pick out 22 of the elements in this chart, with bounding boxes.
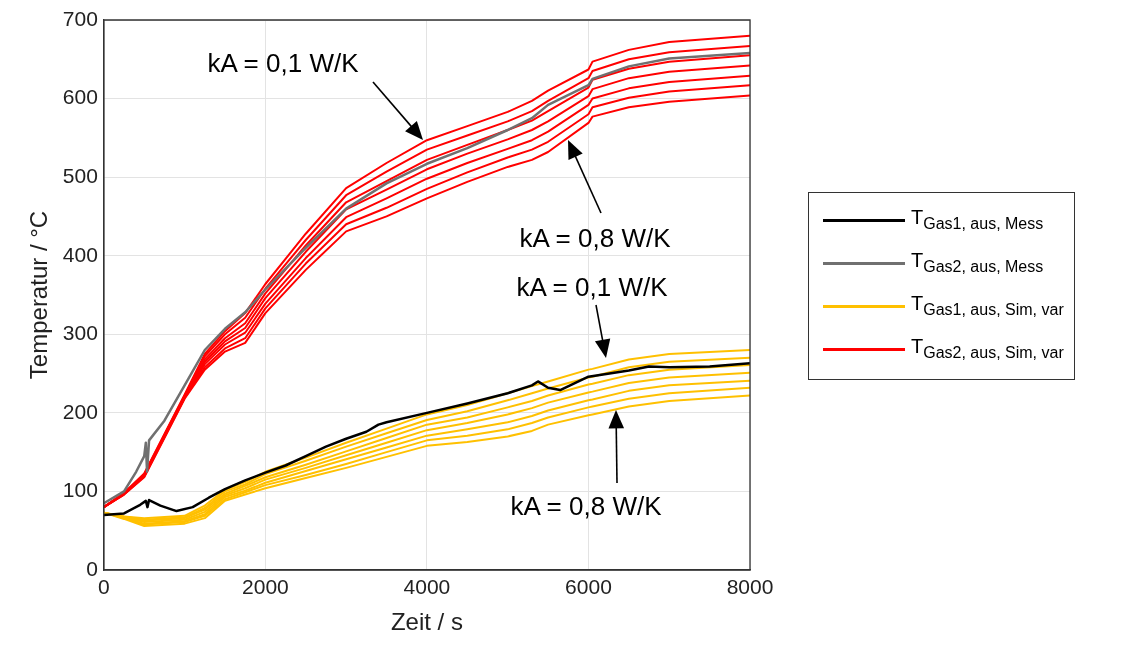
x-axis-title: Zeit / s [390,608,463,636]
y-tick-label: 0 [86,556,98,580]
legend-label: T$_{Gas2, aus, Sim, var}$ [911,335,1064,363]
x-tick-label: 8000 [726,575,774,599]
annotation: kA = 0,1 W/K [516,272,668,302]
y-tick-label: 200 [62,399,98,423]
x-tick-label: 4000 [403,575,451,599]
y-tick-label: 100 [62,478,98,502]
x-tick-label: 6000 [565,575,612,599]
y-tick-label: 300 [62,321,98,345]
legend-label: T$_{Gas1, aus, Sim, var}$ [911,292,1064,320]
legend-label: T$_{Gas2, aus, Mess}$ [911,249,1044,277]
y-tick-label: 400 [62,242,98,266]
y-tick-label: 600 [62,85,98,109]
annotation: kA = 0,8 W/K [510,491,662,521]
y-tick-label: 700 [62,6,98,30]
annotation: kA = 0,8 W/K [519,223,671,253]
y-tick-label: 500 [62,163,98,187]
legend-label: T$_{Gas1, aus, Mess}$ [911,206,1044,234]
x-tick-label: 2000 [242,575,289,599]
annotation: kA = 0,1 W/K [207,48,359,78]
y-axis-title: Temperatur / °C [25,210,53,380]
